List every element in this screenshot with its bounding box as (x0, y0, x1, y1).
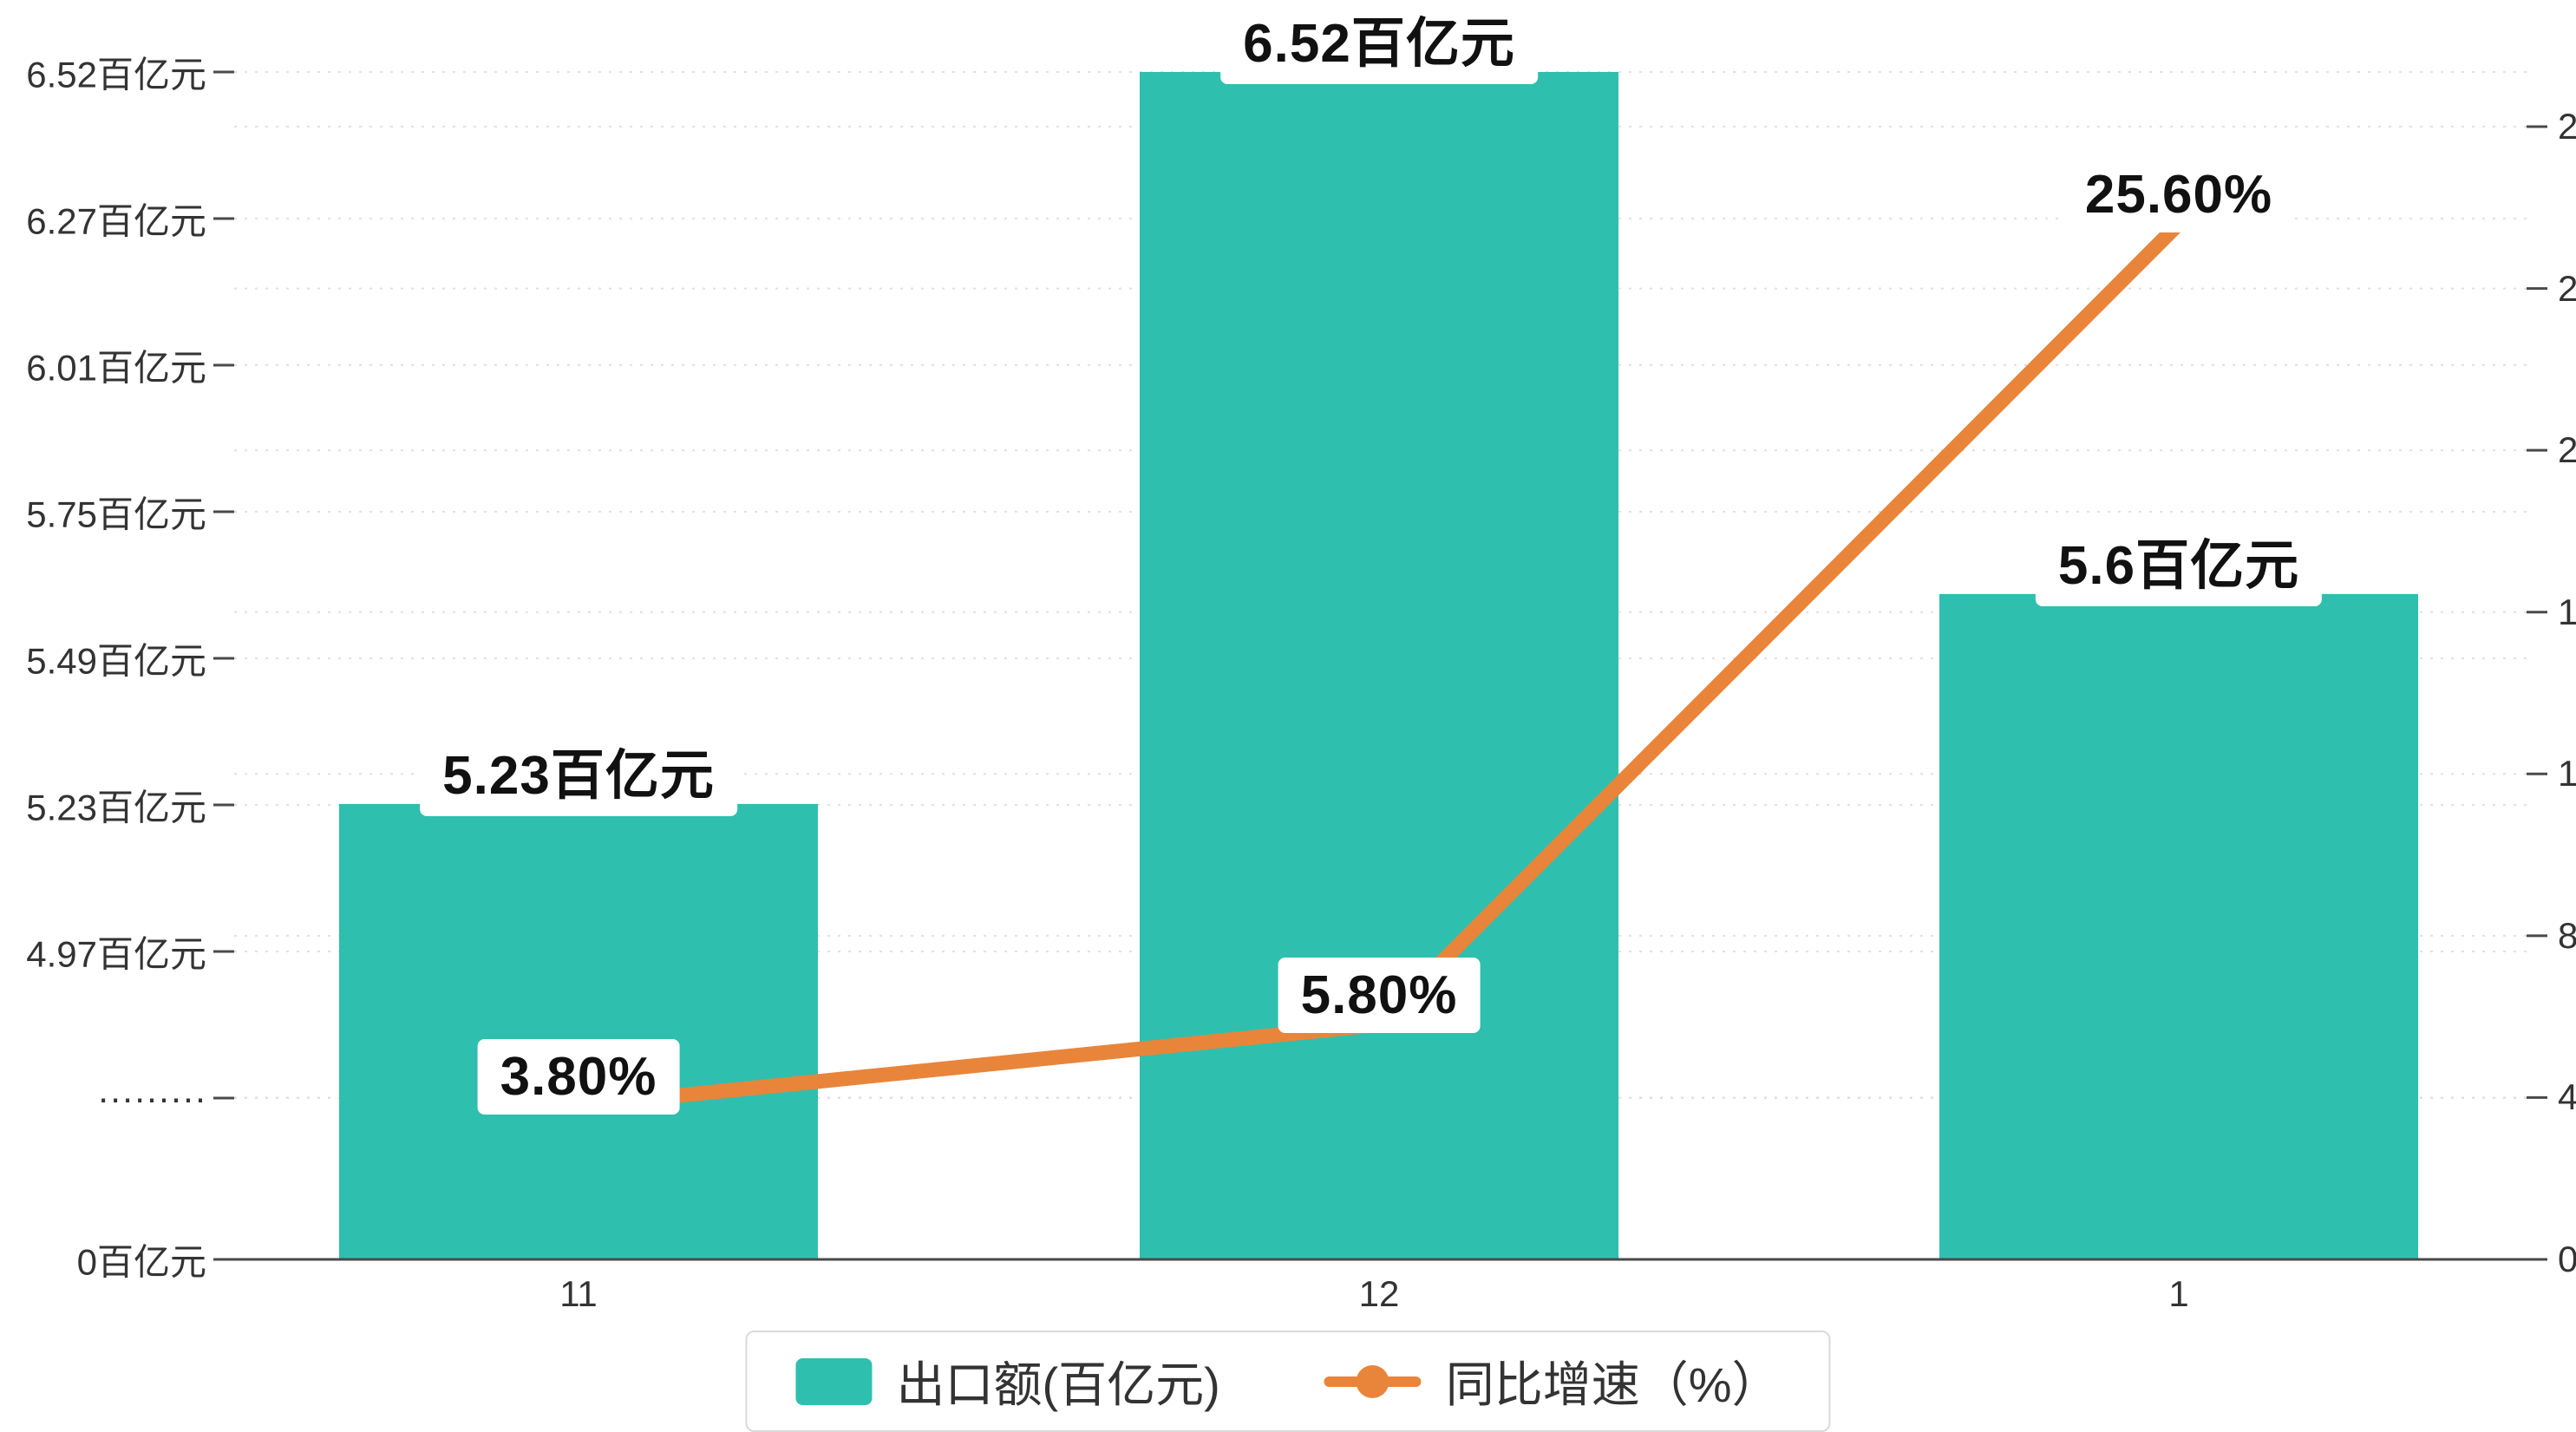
left-axis-label: 6.01百亿元 (26, 347, 206, 389)
bar-value-label: 5.23百亿元 (420, 723, 737, 816)
left-axis-label: 0百亿元 (76, 1241, 206, 1283)
right-axis-label: 20 (2558, 429, 2576, 471)
left-axis-label: 5.49百亿元 (26, 640, 206, 682)
left-axis-label: 6.52百亿元 (26, 54, 206, 95)
legend-label: 出口额(百亿元) (896, 1357, 1220, 1412)
legend-label: 同比增速（%） (1445, 1357, 1781, 1412)
bar-1[interactable] (1939, 593, 2418, 1259)
line-swatch-icon (1324, 1364, 1422, 1398)
x-axis-label-11: 11 (559, 1273, 598, 1314)
x-axis-label-1: 1 (2168, 1273, 2189, 1314)
left-axis-label: 5.75百亿元 (26, 494, 206, 535)
bar-value-label: 5.6百亿元 (2035, 513, 2323, 606)
legend-item-bar-series[interactable]: 出口额(百亿元) (795, 1346, 1220, 1416)
line-value-label: 25.60% (2062, 156, 2296, 232)
line-value-label: 3.80% (477, 1038, 680, 1115)
bar-value-label: 6.52百亿元 (1220, 0, 1538, 84)
right-axis-label: 8 (2558, 914, 2576, 956)
left-axis-label: ········· (97, 1077, 206, 1118)
right-axis-label: 4 (2558, 1076, 2576, 1118)
left-axis-label: 6.27百亿元 (26, 200, 206, 242)
bar-swatch-icon (795, 1357, 873, 1405)
line-value-label: 5.80% (1278, 958, 1481, 1034)
right-axis-label: 28 (2558, 106, 2576, 147)
right-axis-label: 12 (2558, 753, 2576, 794)
bar-12[interactable] (1140, 72, 1618, 1260)
right-axis-label: 24 (2558, 267, 2576, 309)
right-axis-label: 16 (2558, 591, 2576, 632)
left-axis-label: 5.23百亿元 (26, 787, 206, 828)
line-dot-icon (1356, 1364, 1389, 1398)
legend-item-line-series[interactable]: 同比增速（%） (1324, 1346, 1781, 1416)
left-axis-label: 4.97百亿元 (26, 933, 206, 975)
x-axis-label-12: 12 (1358, 1273, 1400, 1314)
bar-11[interactable] (339, 803, 818, 1259)
legend: 出口额(百亿元) 同比增速（%） (745, 1331, 1831, 1432)
right-axis-label: 0 (2558, 1239, 2576, 1279)
